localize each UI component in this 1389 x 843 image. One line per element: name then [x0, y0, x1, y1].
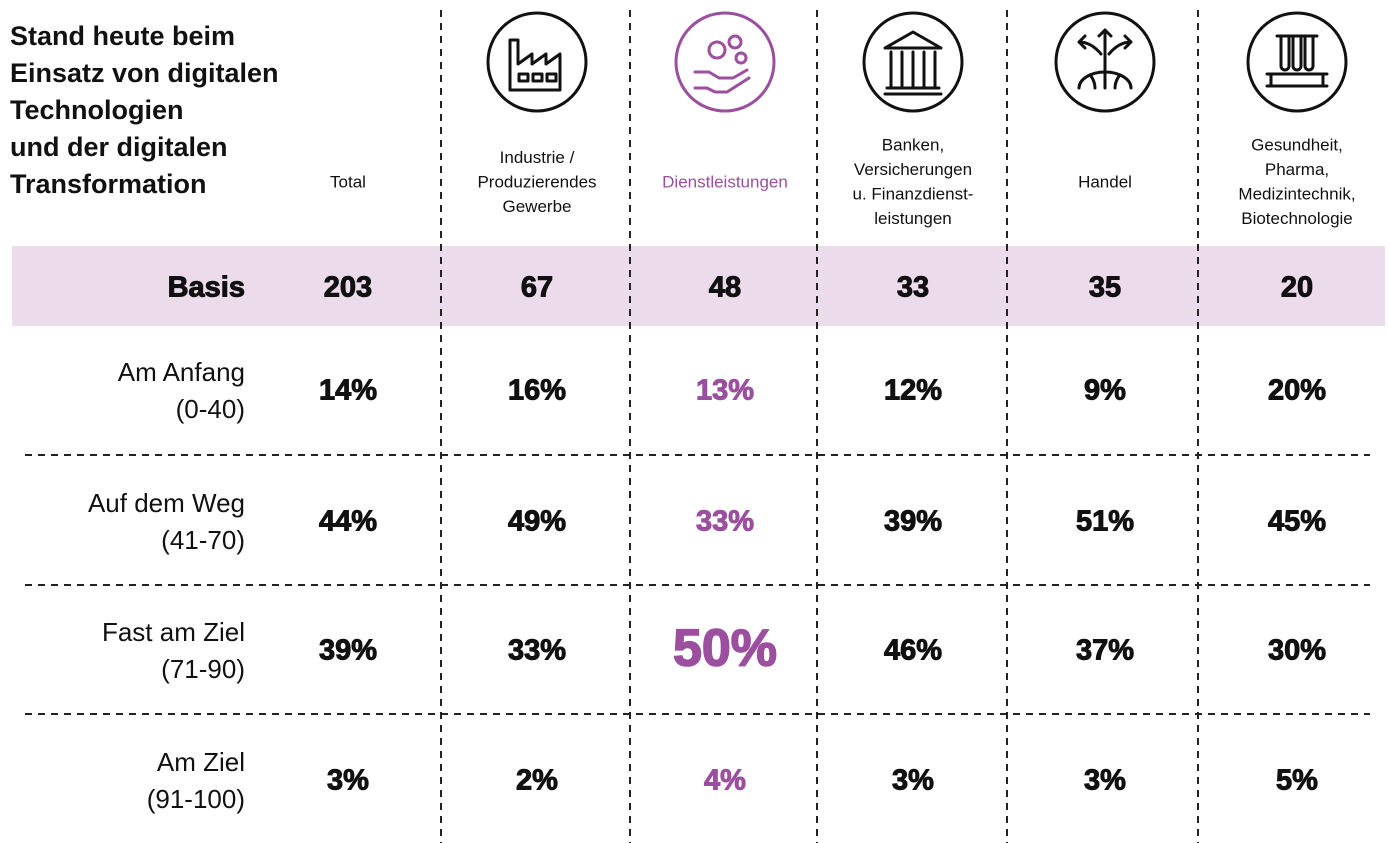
basis-value: 20	[1281, 272, 1313, 304]
column-header: Banken,	[882, 136, 944, 155]
icon-services	[674, 11, 776, 113]
icon-bank	[862, 11, 964, 113]
column-header: u. Finanzdienst-	[853, 185, 974, 204]
title-line: Technologien	[10, 95, 184, 125]
column-header: Medizintechnik,	[1238, 185, 1355, 204]
row-label: (91-100)	[147, 784, 245, 814]
cell-value: 5%	[1276, 765, 1318, 797]
basis-value: 48	[709, 272, 741, 304]
cell-value: 51%	[1076, 506, 1134, 538]
icons	[486, 11, 1348, 113]
cell-value: 4%	[704, 765, 746, 797]
cell-value: 37%	[1076, 635, 1134, 667]
icon-factory	[486, 11, 588, 113]
cell-value: 46%	[884, 635, 942, 667]
icon-health	[1246, 11, 1348, 113]
cell-value: 49%	[508, 506, 566, 538]
cell-value: 50%	[673, 620, 777, 678]
cell-value: 20%	[1268, 375, 1326, 407]
basis-value: 67	[521, 272, 553, 304]
row-label: (41-70)	[161, 525, 245, 555]
dividers	[25, 10, 1370, 843]
row-label: Fast am Ziel	[102, 617, 245, 647]
column-header: Gesundheit,	[1251, 136, 1343, 155]
column-header: Gewerbe	[503, 197, 572, 216]
column-header: Dienstleistungen	[662, 172, 788, 191]
cell-value: 12%	[884, 375, 942, 407]
cell-value: 33%	[508, 635, 566, 667]
cell-value: 44%	[319, 506, 377, 538]
cell-value: 13%	[696, 375, 754, 407]
cell-value: 3%	[892, 765, 934, 797]
cell-value: 16%	[508, 375, 566, 407]
cell-value: 45%	[1268, 506, 1326, 538]
cell-value: 2%	[516, 765, 558, 797]
row-label: (71-90)	[161, 654, 245, 684]
cell-value: 14%	[319, 375, 377, 407]
column-header: Biotechnologie	[1241, 209, 1353, 228]
basis-value: 203	[324, 272, 372, 304]
title-line: Stand heute beim	[10, 21, 235, 51]
cell-value: 39%	[884, 506, 942, 538]
column-header: Pharma,	[1265, 160, 1329, 179]
cell-value: 39%	[319, 635, 377, 667]
column-header: Total	[330, 172, 366, 191]
cell-value: 9%	[1084, 375, 1126, 407]
cell-value: 3%	[327, 765, 369, 797]
row-label: Am Anfang	[118, 357, 245, 387]
basis-value: 35	[1089, 272, 1121, 304]
column-header: Versicherungen	[854, 160, 972, 179]
column-header: Handel	[1078, 172, 1132, 191]
title-line: Einsatz von digitalen	[10, 58, 279, 88]
basis-band	[12, 246, 1385, 326]
basis-value: 33	[897, 272, 929, 304]
title-line: Transformation	[10, 169, 207, 199]
column-header: leistungen	[874, 209, 952, 228]
cell-value: 33%	[696, 506, 754, 538]
icon-trade	[1054, 11, 1156, 113]
column-header: Industrie /	[500, 148, 575, 167]
row-label: Auf dem Weg	[88, 488, 245, 518]
column-header: Produzierendes	[477, 172, 596, 191]
row-label: (0-40)	[176, 394, 245, 424]
cell-value: 30%	[1268, 635, 1326, 667]
cell-value: 3%	[1084, 765, 1126, 797]
row-label: Am Ziel	[157, 747, 245, 777]
title-line: und der digitalen	[10, 132, 228, 162]
basis-label: Basis	[168, 272, 245, 304]
